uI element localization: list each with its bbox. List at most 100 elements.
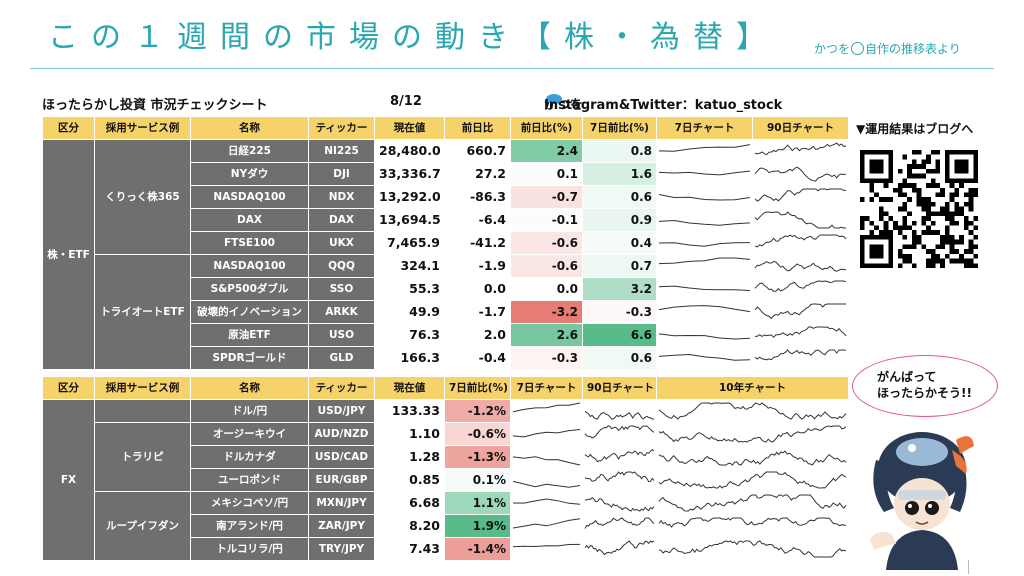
change-cell: 2.0 [444,322,511,347]
sparkline-cell [656,299,753,324]
sparkline [584,539,655,555]
name-cell: NASDAQ100 [190,184,309,209]
sparkline-path [658,219,751,226]
price-cell: 13,292.0 [374,184,445,209]
sparkline-path [754,260,847,272]
fx-table: 区分 採用サービス例 名称 ティッカー 現在値 7日前比(%) 7日チャート 9… [42,376,849,561]
name-cell: 南アランド/円 [190,513,309,538]
change-pct-cell: 0.1 [510,161,583,186]
sparkline-cell [656,253,753,278]
table-row: ループイフダン メキシコペソ/円 MXN/JPY 6.68 1.1% [43,490,849,561]
sparkline-cell [510,444,583,469]
change-cell: -6.4 [444,207,511,232]
header-cell: 採用サービス例 [94,376,191,400]
sparkline-cell [752,253,849,278]
header-cell: 前日比 [444,116,511,140]
sparkline [658,285,751,291]
week-pct-cell: 1.9% [444,513,511,538]
price-cell: 0.85 [374,467,445,492]
service-cell: トラリピ [94,421,191,492]
sheet-name: ほったらかし投資 市況チェックシート [42,98,268,113]
name-cell: FTSE100 [190,230,309,255]
name-cell: ドル/円 [190,398,309,423]
sparkline-path [754,279,847,292]
header-cell: 90日チャート [582,376,657,400]
change-pct-cell: -0.6 [510,230,583,255]
table-row: SPDRゴールド GLD 166.3 -0.4 -0.3 0.6 [43,345,849,370]
sparkline-path [658,401,847,420]
ticker-cell: ARKK [308,299,375,324]
name-cell: SPDRゴールド [190,345,309,370]
sparkline-path [512,497,581,505]
price-cell: 1.28 [374,444,445,469]
sparkline-path [512,402,581,412]
sparkline [658,353,751,361]
week-pct-cell: 6.6 [582,322,657,347]
sparkline-cell [656,421,849,446]
sparkline-cell [582,490,657,515]
sparkline-cell [656,513,849,538]
table-row: NYダウ DJI 33,336.7 27.2 0.1 1.6 [43,161,849,186]
name-cell: トルコリラ/円 [190,536,309,561]
change-cell: 0.0 [444,276,511,301]
sheet-date: 8/12 [390,94,422,109]
sparkline-path [754,303,847,319]
sparkline [658,219,751,226]
category-cell: 株・ETF [42,138,95,370]
sparkline-path [754,234,847,247]
sparkline-path [754,325,847,338]
week-pct-cell: 0.4 [582,230,657,255]
sparkline-path [658,170,751,175]
sparkline-cell [752,276,849,301]
sparkline [658,471,847,489]
name-cell: ドルカナダ [190,444,309,469]
sparkline-cell [752,161,849,186]
sparkline [754,348,847,360]
week-pct-cell: -0.3 [582,299,657,324]
service-cell [94,398,191,423]
header-cell: 7日前比(%) [444,376,511,400]
sparkline-path [658,353,751,361]
name-cell: S&P500ダブル [190,276,309,301]
sparkline [658,257,751,264]
header-cell: 現在値 [374,376,445,400]
week-pct-cell: 0.1% [444,467,511,492]
table-row: 破壊的イノベーション ARKK 49.9 -1.7 -3.2 -0.3 [43,299,849,324]
change-cell: -41.2 [444,230,511,255]
page-edge-line [968,560,969,574]
change-pct-cell: 2.6 [510,322,583,347]
ticker-cell: USO [308,322,375,347]
sparkline-cell [656,467,849,492]
sparkline-cell [656,276,753,301]
ticker-cell: GLD [308,345,375,370]
qr-code-icon[interactable] [860,150,978,268]
title-divider [30,68,994,69]
sparkline [512,402,581,412]
price-cell: 55.3 [374,276,445,301]
price-cell: 49.9 [374,299,445,324]
ticker-cell: USD/CAD [308,444,375,469]
sparkline-path [658,493,847,511]
sparkline [512,497,581,505]
week-pct-cell: 1.1% [444,490,511,515]
header-cell: 名称 [190,376,309,400]
name-cell: DAX [190,207,309,232]
sparkline [512,543,581,547]
sheet-header: ほったらかし投資 市況チェックシート 8/12 かつを Instagram&Twi… [42,94,848,113]
table-row: トライオートETF NASDAQ100 QQQ 324.1 -1.9 -0.6 0.7 [43,253,849,370]
service-cell: ループイフダン [94,490,191,561]
header-cell: 区分 [42,116,95,140]
sparkline-path [584,410,655,420]
sparkline-path [584,448,655,462]
ticker-cell: NI225 [308,138,375,163]
table-row: ドルカナダ USD/CAD 1.28 -1.3% [43,444,849,469]
week-pct-cell: -1.3% [444,444,511,469]
credit-post: 自作の推移表より [865,42,961,56]
ticker-cell: EUR/GBP [308,467,375,492]
fish-icon [851,42,865,55]
sparkline-cell [510,536,583,561]
service-cell: くりっく株365 [94,138,191,255]
ticker-cell: NDX [308,184,375,209]
sparkline-path [754,188,847,202]
sparkline [658,424,847,443]
